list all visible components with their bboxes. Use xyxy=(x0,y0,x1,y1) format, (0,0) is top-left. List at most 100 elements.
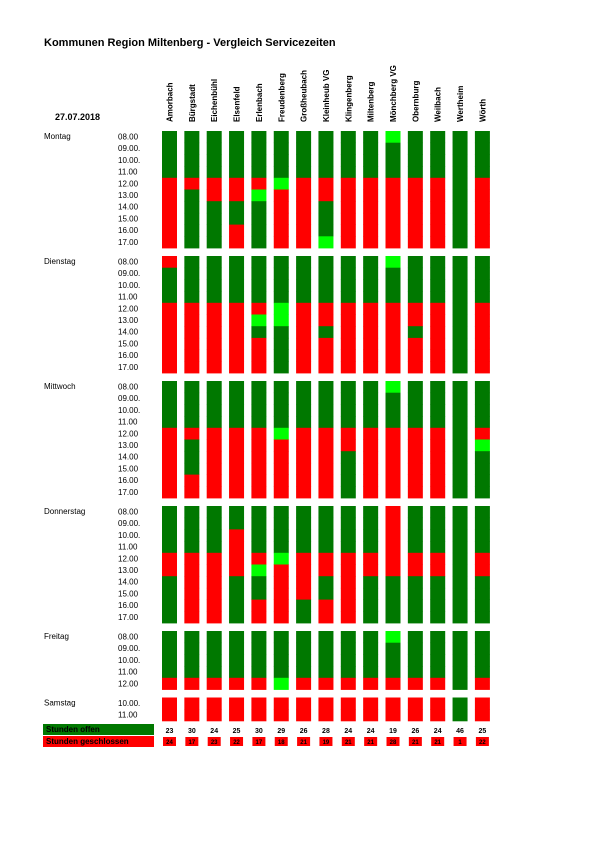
schedule-cell xyxy=(206,267,222,280)
schedule-cell xyxy=(296,224,312,237)
schedule-cell xyxy=(318,576,334,589)
schedule-cell xyxy=(251,291,267,304)
schedule-cell xyxy=(340,142,356,155)
schedule-cell xyxy=(273,654,289,667)
schedule-cell xyxy=(474,576,490,589)
schedule-cell xyxy=(318,517,334,530)
schedule-cell xyxy=(452,224,468,237)
schedule-cell xyxy=(251,611,267,624)
schedule-cell xyxy=(385,439,401,452)
time-label: 13.00 xyxy=(118,566,139,575)
time-label: 17.00 xyxy=(118,363,139,372)
schedule-cell xyxy=(296,631,312,644)
time-label: 11.00 xyxy=(118,293,138,302)
schedule-cell xyxy=(296,576,312,589)
schedule-cell xyxy=(430,631,446,644)
schedule-cell xyxy=(206,154,222,167)
schedule-cell xyxy=(296,666,312,679)
schedule-cell xyxy=(474,131,490,144)
schedule-cell xyxy=(407,666,423,679)
schedule-cell xyxy=(474,166,490,179)
municipality-header: Wertheim xyxy=(456,86,465,122)
schedule-cell xyxy=(296,337,312,350)
schedule-cell xyxy=(318,291,334,304)
schedule-cell xyxy=(296,256,312,269)
schedule-cell xyxy=(229,267,245,280)
schedule-cell xyxy=(430,611,446,624)
schedule-cell xyxy=(452,462,468,475)
schedule-cell xyxy=(296,404,312,417)
schedule-cell xyxy=(430,427,446,440)
total-closed-box xyxy=(453,737,467,746)
schedule-cell xyxy=(430,212,446,225)
schedule-cell xyxy=(162,337,177,350)
schedule-cell xyxy=(474,451,490,464)
schedule-cell xyxy=(251,506,267,519)
schedule-cell xyxy=(430,587,446,600)
schedule-cell xyxy=(273,697,289,710)
schedule-cell xyxy=(474,517,490,530)
schedule-cell xyxy=(296,236,312,249)
schedule-cell xyxy=(229,131,245,144)
schedule-cell xyxy=(340,337,356,350)
schedule-cell xyxy=(385,142,401,155)
schedule-cell xyxy=(407,212,423,225)
schedule-cell xyxy=(452,337,468,350)
schedule-cell xyxy=(430,439,446,452)
time-label: 09.00. xyxy=(118,144,140,153)
schedule-cell xyxy=(184,529,200,542)
schedule-cell xyxy=(385,427,401,440)
schedule-cell xyxy=(206,201,222,214)
schedule-cell xyxy=(296,506,312,519)
schedule-cell xyxy=(452,709,468,722)
schedule-cell xyxy=(162,314,177,327)
schedule-cell xyxy=(430,709,446,722)
schedule-cell xyxy=(273,224,289,237)
schedule-cell xyxy=(363,201,379,214)
schedule-cell xyxy=(162,361,177,374)
schedule-cell xyxy=(273,642,289,655)
schedule-cell xyxy=(452,177,468,190)
schedule-cell xyxy=(474,349,490,362)
time-label: 14.00 xyxy=(118,328,139,337)
schedule-cell xyxy=(162,302,177,315)
schedule-cell xyxy=(184,166,200,179)
schedule-cell xyxy=(385,611,401,624)
total-closed-value: 24 xyxy=(166,740,173,746)
time-label: 12.00 xyxy=(118,304,139,313)
schedule-cell xyxy=(273,314,289,327)
schedule-cell xyxy=(251,189,267,202)
schedule-cell xyxy=(162,611,177,624)
schedule-cell xyxy=(206,361,222,374)
schedule-cell xyxy=(251,404,267,417)
schedule-cell xyxy=(385,177,401,190)
schedule-cell xyxy=(452,381,468,394)
schedule-cell xyxy=(474,267,490,280)
schedule-cell xyxy=(340,541,356,554)
schedule-cell xyxy=(363,474,379,487)
schedule-cell xyxy=(318,189,334,202)
schedule-cell xyxy=(206,326,222,339)
schedule-cell xyxy=(229,201,245,214)
schedule-cell xyxy=(318,486,334,499)
schedule-cell xyxy=(184,154,200,167)
schedule-cell xyxy=(363,131,379,144)
schedule-cell xyxy=(363,587,379,600)
schedule-cell xyxy=(474,709,490,722)
schedule-cell xyxy=(407,224,423,237)
schedule-cell xyxy=(251,451,267,464)
schedule-cell xyxy=(184,541,200,554)
time-label: 09.00. xyxy=(118,394,140,403)
total-closed-box xyxy=(386,737,400,746)
schedule-cell xyxy=(184,654,200,667)
schedule-cell xyxy=(296,529,312,542)
schedule-cell xyxy=(206,462,222,475)
schedule-cell xyxy=(474,142,490,155)
schedule-cell xyxy=(206,552,222,565)
time-label: 12.00 xyxy=(118,429,139,438)
schedule-cell xyxy=(184,564,200,577)
schedule-cell xyxy=(474,474,490,487)
schedule-cell xyxy=(407,326,423,339)
schedule-cell xyxy=(296,642,312,655)
schedule-cell xyxy=(363,611,379,624)
